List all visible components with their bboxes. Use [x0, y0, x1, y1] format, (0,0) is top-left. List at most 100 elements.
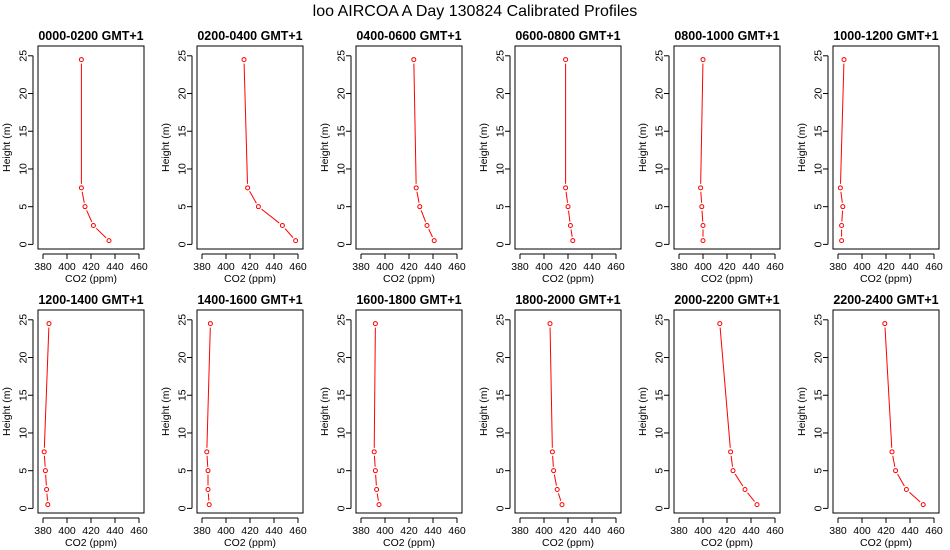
- y-tick-label: 10: [495, 427, 507, 439]
- data-point: [372, 321, 378, 327]
- y-tick-label: 20: [654, 352, 666, 364]
- series-segment: [734, 473, 744, 487]
- y-tick-label: 25: [813, 50, 825, 62]
- y-tick-label: 10: [18, 427, 30, 439]
- data-point: [730, 468, 736, 474]
- x-tick-label: 440: [424, 525, 442, 537]
- y-tick-label: 0: [18, 241, 30, 247]
- y-tick-label: 20: [813, 88, 825, 100]
- x-tick-label: 420: [241, 261, 259, 273]
- x-tick-label: 460: [130, 525, 148, 537]
- data-point: [698, 185, 704, 191]
- plot-frame: [832, 45, 940, 250]
- x-tick-label: 400: [535, 525, 553, 537]
- x-tick-label: 460: [766, 261, 784, 273]
- data-point: [371, 449, 377, 455]
- data-point: [78, 57, 84, 63]
- panel-title: 0400-0600 GMT+1: [356, 29, 461, 43]
- series-segment: [892, 455, 896, 467]
- y-axis-title: Height (m): [478, 387, 490, 436]
- panel-title: 1800-2000 GMT+1: [515, 293, 620, 307]
- plot-frame: [37, 45, 145, 250]
- series-segment: [700, 191, 703, 203]
- x-tick-label: 400: [58, 261, 76, 273]
- data-point: [563, 185, 569, 191]
- data-point: [742, 487, 748, 493]
- series-segment: [730, 455, 733, 467]
- x-tick-label: 460: [448, 525, 466, 537]
- series-segment: [373, 455, 376, 467]
- y-tick-label: 10: [336, 427, 348, 439]
- series-segment: [413, 63, 417, 184]
- y-tick-label: 5: [813, 204, 825, 210]
- y-tick-label: 5: [495, 204, 507, 210]
- x-axis-title: CO2 (ppm): [224, 273, 276, 285]
- y-tick-label: 25: [495, 50, 507, 62]
- y-tick-label: 0: [18, 505, 30, 511]
- series-segment: [747, 492, 755, 502]
- data-point: [840, 204, 846, 210]
- x-tick-label: 420: [400, 261, 418, 273]
- data-point: [205, 487, 211, 493]
- data-point: [837, 185, 843, 191]
- y-tick-label: 25: [336, 314, 348, 326]
- data-point: [205, 468, 211, 474]
- y-tick-label: 5: [813, 468, 825, 474]
- x-tick-label: 440: [265, 261, 283, 273]
- x-tick-label: 400: [535, 261, 553, 273]
- data-point: [42, 468, 48, 474]
- series-segment: [428, 228, 433, 238]
- series-segment: [420, 210, 427, 222]
- x-tick-label: 460: [607, 261, 625, 273]
- data-point: [700, 238, 706, 244]
- panel-title: 0000-0200 GMT+1: [38, 29, 143, 43]
- y-tick-label: 10: [18, 163, 30, 175]
- series-segment: [43, 455, 46, 467]
- plot-frame: [196, 45, 304, 250]
- x-tick-label: 440: [583, 261, 601, 273]
- panel-title: 1400-1600 GMT+1: [197, 293, 302, 307]
- y-tick-label: 0: [177, 241, 189, 247]
- y-axis-title: Height (m): [160, 123, 172, 172]
- x-axis-title: CO2 (ppm): [224, 537, 276, 549]
- y-tick-label: 15: [495, 125, 507, 137]
- panel-title: 0800-1000 GMT+1: [674, 29, 779, 43]
- x-tick-label: 400: [217, 525, 235, 537]
- y-tick-label: 20: [177, 88, 189, 100]
- x-axis-title: CO2 (ppm): [383, 537, 435, 549]
- x-tick-label: 400: [694, 525, 712, 537]
- data-point: [554, 487, 560, 493]
- x-axis-title: CO2 (ppm): [542, 537, 594, 549]
- y-tick-label: 5: [495, 468, 507, 474]
- data-point: [241, 57, 247, 63]
- series-segment: [206, 327, 211, 448]
- x-axis-title: CO2 (ppm): [65, 537, 117, 549]
- panel-7: 1200-1400 GMT+1 380 400 420 440 460 CO2 (ppm) 0…: [1, 293, 148, 549]
- panel-title: 2200-2400 GMT+1: [833, 293, 938, 307]
- series-segment: [376, 493, 379, 501]
- x-tick-label: 440: [742, 525, 760, 537]
- plot-frame: [355, 309, 463, 514]
- y-tick-label: 25: [495, 314, 507, 326]
- x-axis-title: CO2 (ppm): [860, 273, 912, 285]
- x-tick-label: 420: [718, 261, 736, 273]
- y-tick-label: 10: [654, 427, 666, 439]
- x-tick-label: 440: [106, 261, 124, 273]
- plot-frame: [37, 309, 145, 514]
- series-segment: [243, 63, 248, 184]
- y-tick-label: 15: [18, 389, 30, 401]
- series-segment: [719, 327, 731, 448]
- y-tick-label: 20: [495, 352, 507, 364]
- data-point: [551, 468, 557, 474]
- y-tick-label: 15: [654, 125, 666, 137]
- panel-9: 1600-1800 GMT+1 380 400 420 440 460 CO2 (ppm) 0…: [319, 293, 466, 549]
- y-tick-label: 20: [177, 352, 189, 364]
- y-tick-label: 25: [177, 314, 189, 326]
- data-point: [549, 449, 555, 455]
- x-tick-label: 400: [376, 261, 394, 273]
- series-segment: [373, 327, 376, 448]
- data-point: [78, 185, 84, 191]
- data-point: [700, 223, 706, 229]
- y-axis-title: Height (m): [796, 387, 808, 436]
